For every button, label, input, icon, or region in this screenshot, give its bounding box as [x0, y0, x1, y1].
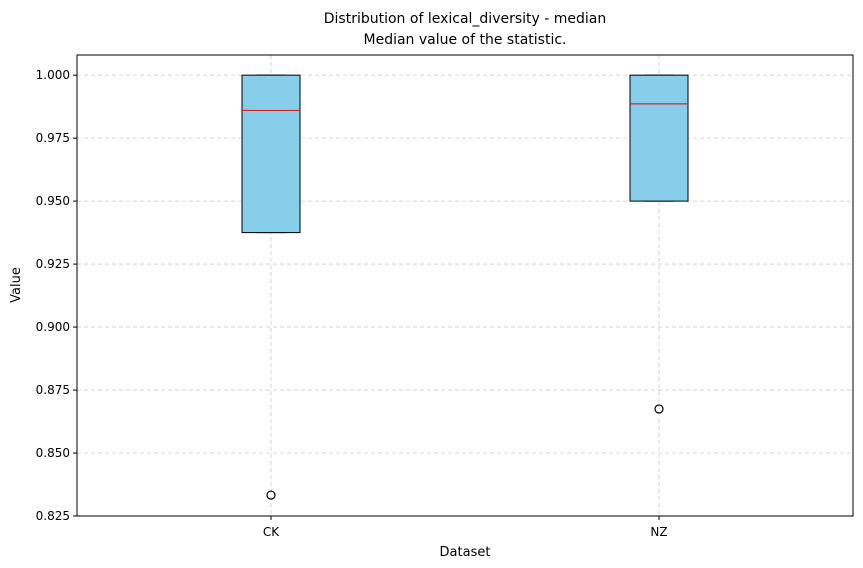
x-axis-label: Dataset: [440, 545, 491, 560]
y-tick-label: 0.850: [36, 446, 70, 460]
y-axis-label: Value: [9, 267, 24, 303]
y-tick-label: 0.950: [36, 194, 70, 208]
y-tick-label: 0.875: [36, 383, 70, 397]
plot-frame: [76, 54, 854, 517]
outlier-point: [654, 404, 664, 414]
y-tick-label: 0.925: [36, 257, 70, 271]
chart-subtitle: Median value of the statistic.: [364, 32, 567, 48]
x-tick-label: CK: [263, 525, 280, 539]
boxes: [241, 74, 689, 500]
outlier-point: [266, 490, 276, 500]
y-tick-label: 1.000: [36, 68, 70, 82]
x-tick-label: NZ: [650, 525, 667, 539]
y-tick-label: 0.900: [36, 320, 70, 334]
grid-lines: [77, 55, 853, 517]
y-tick-label: 0.975: [36, 131, 70, 145]
box-nz: [629, 74, 689, 202]
axes: 0.825 0.850 0.875 0.900 0.925 0.950 0.975 1.000…: [36, 68, 668, 539]
box-ck: [241, 74, 301, 234]
chart-title: Distribution of lexical_diversity - medi…: [324, 11, 607, 27]
y-tick-label: 0.825: [36, 509, 70, 523]
